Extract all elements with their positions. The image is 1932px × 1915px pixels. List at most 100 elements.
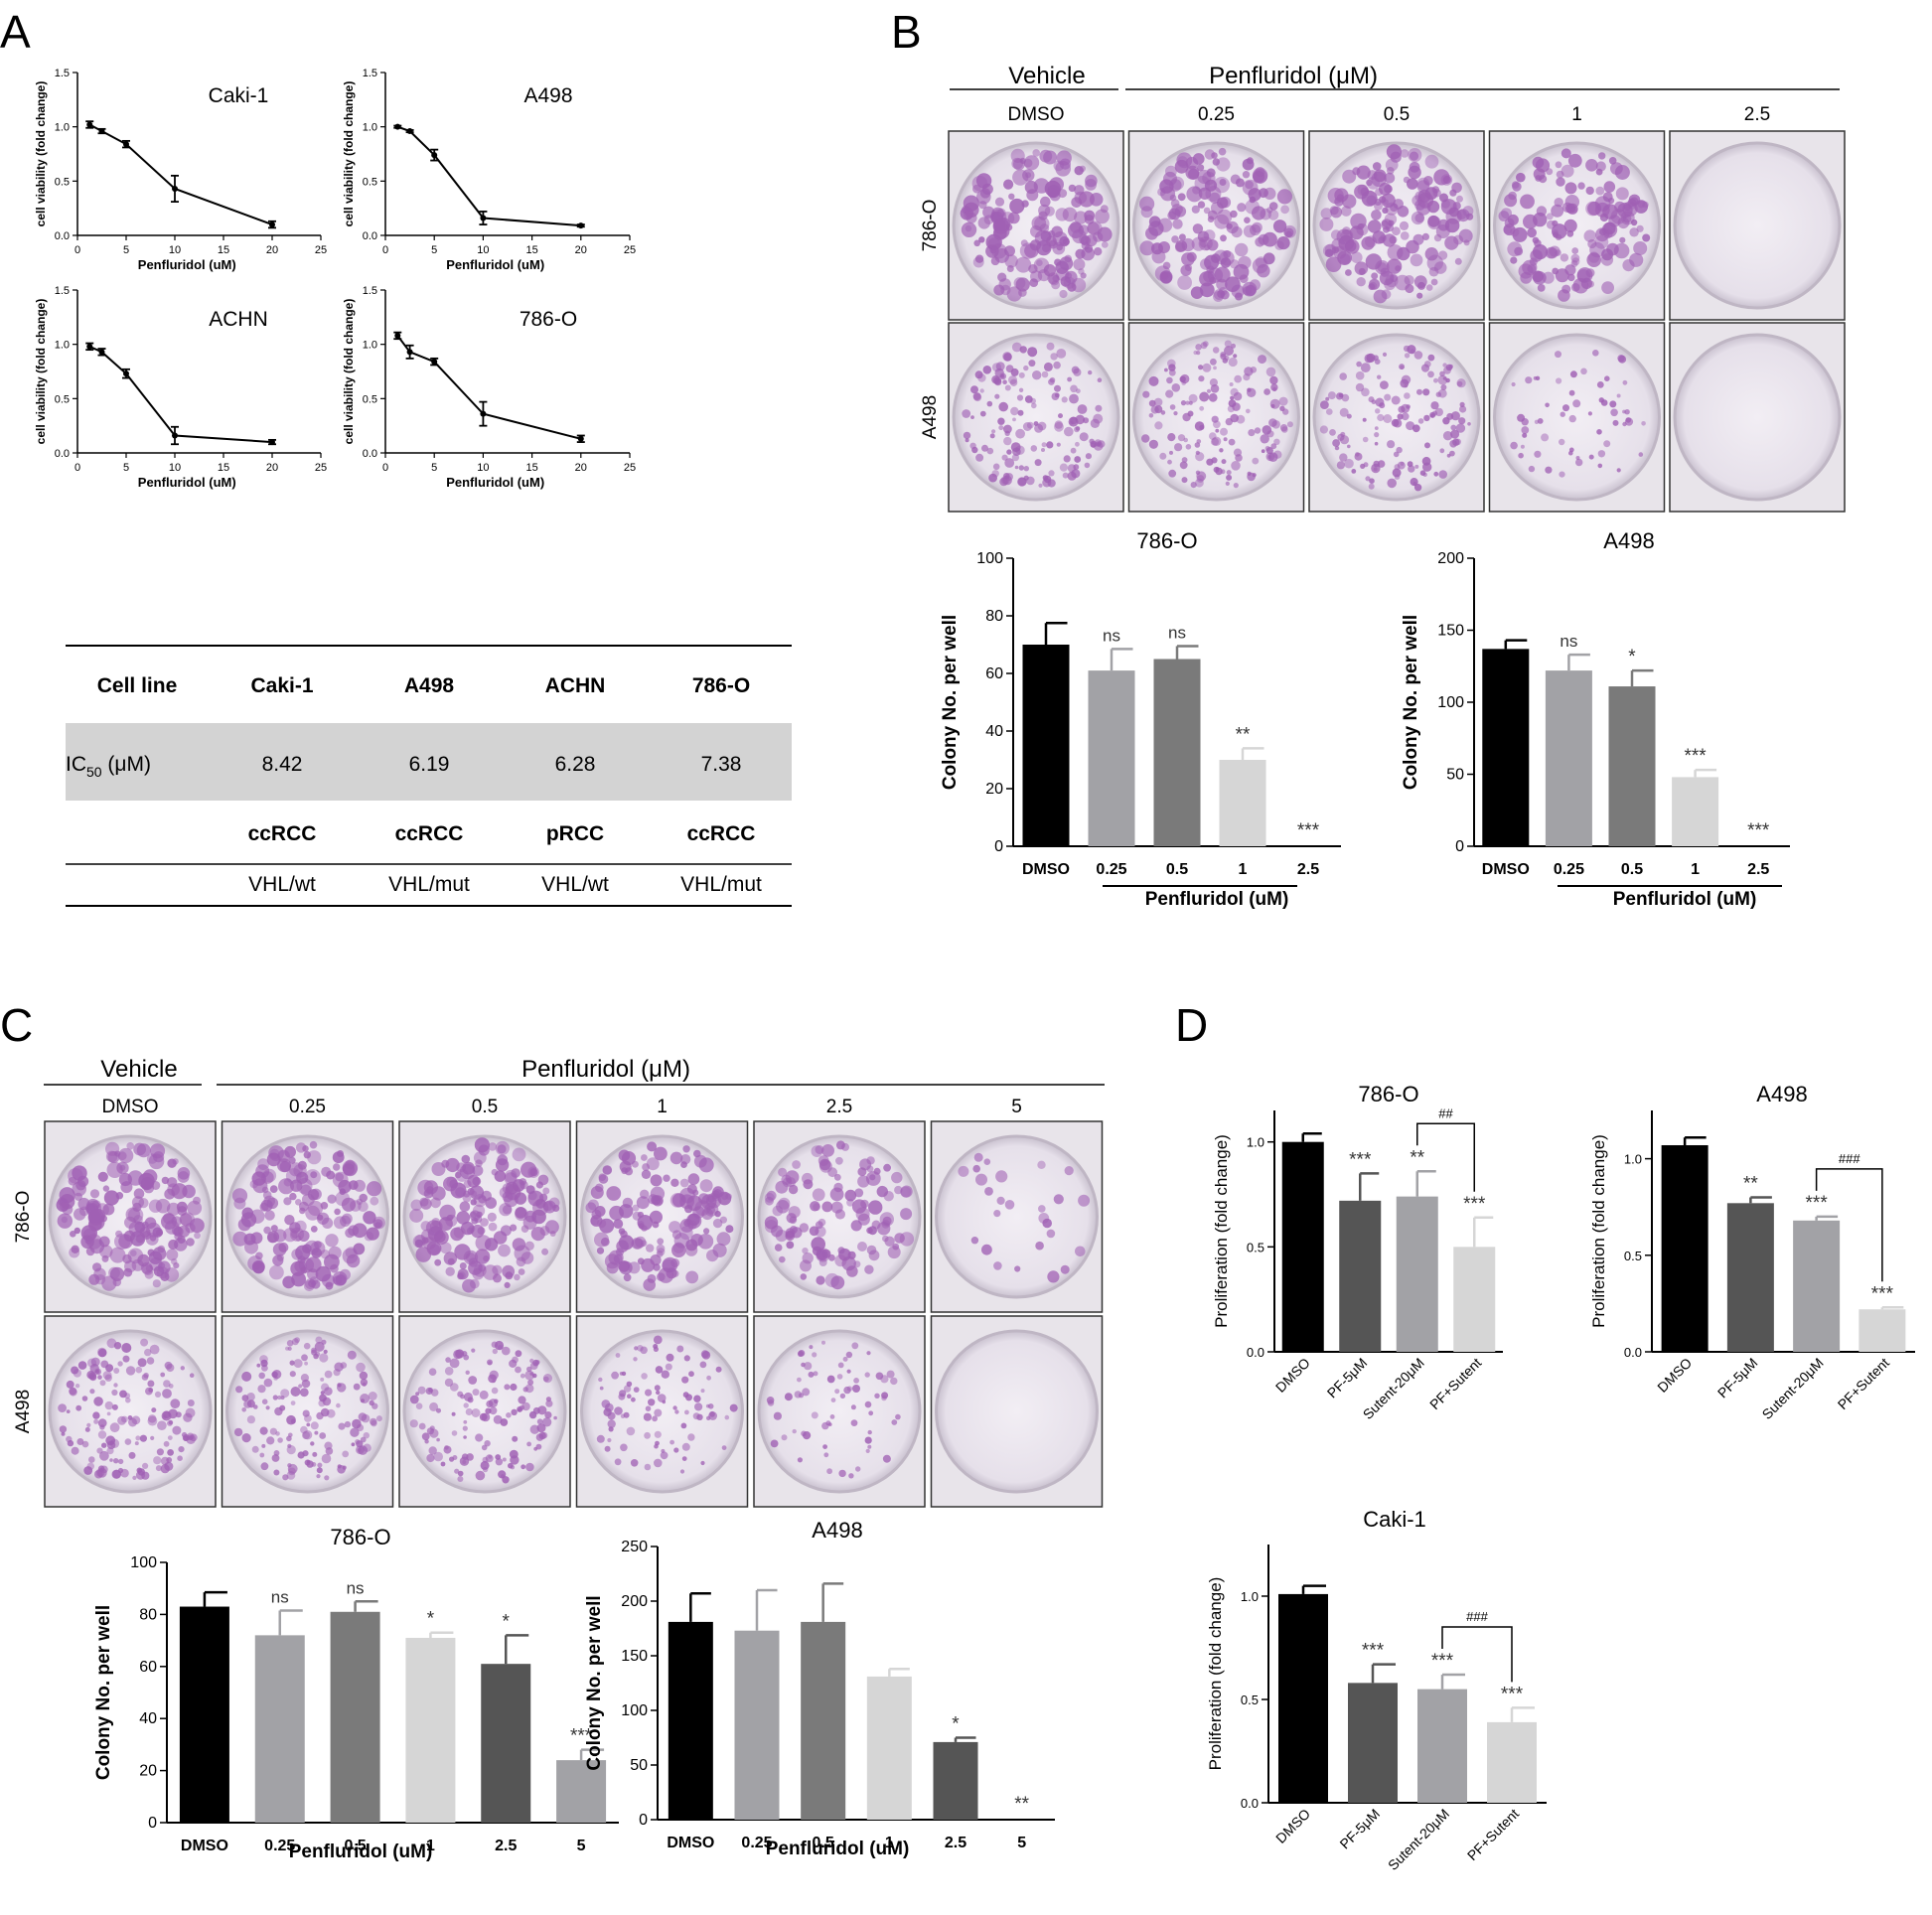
colony (1585, 159, 1598, 172)
significance-0-5: * (1628, 647, 1636, 667)
colony (1555, 268, 1569, 283)
colony (97, 1171, 108, 1182)
colony (1528, 465, 1536, 473)
colony (774, 1244, 783, 1252)
colony (1577, 182, 1585, 190)
colony (1570, 253, 1580, 263)
colony (1223, 250, 1232, 258)
colony (1142, 390, 1150, 398)
colony (721, 1445, 727, 1450)
chart-title: A498 (812, 1518, 862, 1543)
colony (1341, 393, 1350, 402)
dose-label-5: 5 (1011, 1097, 1022, 1117)
colony (1619, 236, 1626, 243)
colony (175, 1411, 182, 1418)
colony (631, 1160, 639, 1168)
colony (1075, 441, 1080, 447)
panel-label-d: D (1175, 999, 1208, 1051)
colony (830, 1275, 845, 1290)
colony (1437, 388, 1447, 398)
colony (674, 1409, 679, 1414)
colony (1401, 412, 1410, 421)
colony (1629, 227, 1639, 237)
colony (116, 1161, 129, 1175)
colony (241, 1395, 249, 1401)
colony (1326, 408, 1333, 415)
colony (1520, 444, 1525, 449)
data-point (172, 185, 178, 192)
significance-pf-5-m: *** (1349, 1149, 1372, 1170)
bar-pf-sutent (1487, 1721, 1537, 1803)
colony (1002, 379, 1007, 385)
colony (504, 1384, 511, 1391)
colony (899, 1232, 915, 1247)
well-786-o-0-5 (1308, 130, 1485, 321)
colony (1430, 401, 1439, 410)
x-tick-label: 20 (575, 462, 587, 474)
colony (1070, 447, 1077, 454)
colony (1148, 413, 1154, 418)
colony (533, 1446, 538, 1451)
colony (1185, 444, 1192, 450)
colony (1456, 378, 1466, 388)
colony (812, 1352, 817, 1358)
colony (1231, 226, 1243, 238)
colony (471, 1408, 481, 1417)
colony (1533, 212, 1548, 227)
colony (1355, 370, 1365, 380)
colony (536, 1418, 543, 1425)
colony (1078, 1194, 1091, 1207)
colony (1181, 477, 1188, 484)
y-tick-label: 1.0 (1241, 1589, 1259, 1604)
colony (429, 1401, 439, 1411)
well-786-o-0-25 (1127, 130, 1305, 321)
y-tick-label: 80 (139, 1606, 157, 1623)
colony (488, 1222, 498, 1232)
colony (363, 1211, 376, 1225)
colony (1168, 364, 1176, 371)
colony (1426, 254, 1444, 271)
significance-0-5: ns (1168, 623, 1186, 642)
colony (535, 1443, 542, 1450)
colony (594, 1206, 606, 1217)
y-tick-label: 1.0 (55, 122, 70, 134)
colony (679, 1187, 695, 1204)
colony (259, 1452, 265, 1458)
colony (708, 1411, 717, 1420)
colony (1003, 436, 1012, 446)
colony (1563, 219, 1577, 232)
colony (821, 1201, 833, 1213)
y-tick-label: 100 (130, 1554, 157, 1571)
colony (1171, 235, 1179, 243)
colony (141, 1471, 150, 1480)
colony (1026, 421, 1034, 429)
colony (168, 1384, 174, 1389)
colony (272, 1395, 278, 1400)
colony (1148, 375, 1159, 386)
colony (991, 363, 1002, 372)
colony (850, 1419, 858, 1426)
colony (1247, 387, 1252, 392)
colony (1624, 417, 1634, 426)
table-header-a498: A498 (404, 674, 455, 697)
colony (1236, 414, 1246, 424)
colony (540, 1431, 548, 1439)
series-line (396, 125, 581, 227)
colony (867, 1429, 872, 1435)
colony (524, 1241, 534, 1252)
colony (1532, 156, 1545, 169)
colony (1400, 231, 1410, 240)
x-tick-label-5: 5 (1017, 1835, 1026, 1851)
colony (1048, 470, 1055, 477)
colony (1332, 439, 1340, 447)
colony (124, 1216, 137, 1229)
x-tick-label-dmso: DMSO (1482, 861, 1530, 878)
colony (653, 1346, 660, 1352)
x-tick-label-2-5: 2.5 (1297, 861, 1319, 878)
colony (972, 1164, 980, 1173)
colony (252, 1404, 258, 1409)
colony (1555, 351, 1561, 359)
colony (1192, 153, 1205, 165)
colony (324, 1441, 333, 1450)
